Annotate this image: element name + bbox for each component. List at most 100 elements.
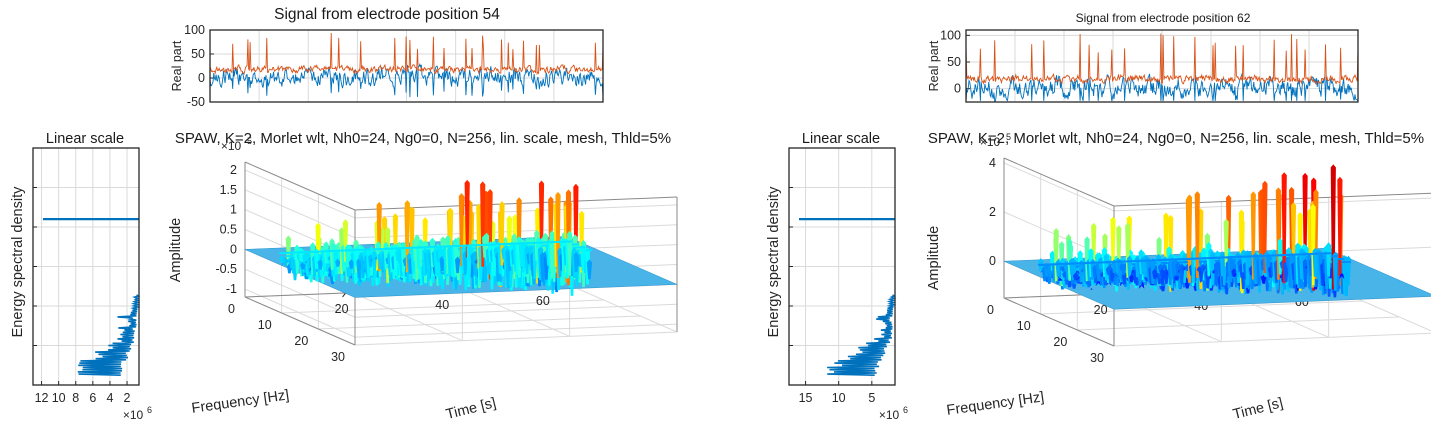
surface-peak	[1113, 274, 1119, 278]
surface-ztick-label: 0.5	[220, 223, 237, 237]
surface-z-exponent: ×10	[980, 135, 1001, 149]
surface-ytick-label: 30	[331, 350, 345, 364]
surface-zlabel: Amplitude	[926, 226, 942, 290]
surface-ytick-label: 10	[1017, 319, 1031, 333]
surface-ytick-label: 0	[987, 303, 994, 317]
spectrum-xtick-label: 8	[72, 391, 79, 405]
surface-axis-edge	[1113, 192, 1431, 207]
surface-peak	[317, 259, 323, 270]
surface-ytick-label: 30	[1090, 351, 1104, 365]
spectrum-ylabel: Energy spectral density	[766, 186, 782, 337]
surface-peak	[313, 248, 320, 270]
surface-axis-edge	[1003, 157, 1115, 207]
signal-real-series	[965, 33, 1359, 86]
signal-plot: 100 50 0 -50	[184, 23, 604, 109]
surface-peak	[1261, 274, 1267, 284]
spectrum-xtick-label: 2	[124, 391, 131, 405]
surface-peak	[1186, 194, 1193, 283]
surface-ytick-label: 20	[294, 334, 308, 348]
surface-ytick-label: 0	[228, 302, 235, 316]
surface-z-exponent-power: 5	[247, 136, 252, 146]
surface-ztick-label: 0	[989, 254, 996, 268]
spectrum-xtick-label: 4	[106, 391, 113, 405]
spectrum-title: Linear scale	[46, 131, 124, 147]
signal-title: Signal from electrode position 54	[274, 6, 500, 23]
surface-peak	[586, 259, 592, 280]
right-figure-panel: Signal from electrode position 62 100 50 0…	[716, 0, 1431, 432]
surface-axis-edge	[354, 196, 678, 211]
surface-floor-grid	[566, 283, 678, 333]
surface-floor-grid	[281, 299, 604, 314]
surface-xtick-label: 60	[536, 294, 550, 308]
surface-peak	[1161, 263, 1167, 270]
surface-ztick-label: 2	[989, 205, 996, 219]
surface-z-exponent: ×10	[221, 139, 242, 153]
signal-ylabel: Real part	[170, 40, 184, 91]
signal-ytick-label: 100	[184, 23, 205, 37]
surface-peak	[290, 255, 296, 274]
surface-peak	[455, 256, 461, 274]
surface-ztick-label: 1.5	[220, 183, 237, 197]
surface-peak	[298, 247, 304, 262]
surface-floor-grid	[1077, 316, 1400, 331]
surface-peak	[356, 257, 362, 278]
surface-axis-edge	[244, 296, 356, 346]
surface-peak	[1200, 263, 1206, 271]
left-figure-svg: Signal from electrode position 54 100500…	[10, 6, 678, 423]
surface-peak	[1262, 180, 1268, 273]
surface-floor-grid	[1040, 300, 1363, 315]
surface-peak	[1326, 242, 1332, 277]
surface-peak	[1345, 255, 1351, 286]
signal-ytick-label: 0	[198, 71, 205, 85]
surface-peak	[580, 244, 586, 271]
surface-peak	[279, 255, 285, 263]
surface-xtick-label: 40	[435, 298, 449, 312]
surface-peak	[348, 259, 354, 269]
spectrum-series	[77, 294, 141, 376]
surface-axis-edge	[244, 161, 356, 211]
spectrum-x-exponent-power: 6	[903, 405, 908, 415]
surface-title: SPAW, K=2, Morlet wlt, Nh0=24, Ng0=0, N=…	[175, 130, 671, 147]
surface-peak	[1210, 251, 1216, 286]
signal-imag-series	[965, 72, 1359, 102]
surface-peak	[285, 260, 291, 263]
surface-ztick-label: 0	[230, 242, 237, 256]
surface-floor-grid	[352, 292, 463, 342]
surface-z-grid	[1003, 162, 1431, 212]
surface-xtick-label: 20	[1094, 303, 1108, 317]
surface-ridge-row	[1038, 172, 1332, 289]
signal-imag-series	[209, 62, 604, 98]
surface-ztick-label: -0.5	[215, 262, 237, 276]
spectrum-xtick-label: 6	[89, 391, 96, 405]
signal-ytick-label: 50	[947, 55, 961, 69]
signal-real-series	[209, 32, 604, 76]
surface-peak	[1194, 191, 1200, 278]
surface-peak	[1152, 268, 1158, 279]
surface-floor-grid	[1113, 332, 1431, 347]
spectrum-xtick-label: 10	[832, 391, 846, 405]
surface-ylabel: Frequency [Hz]	[946, 389, 1046, 419]
spectrum-ylabel: Energy spectral density	[10, 186, 26, 337]
surface-peak	[368, 254, 374, 268]
left-figure-panel: Signal from electrode position 54 100 50 0…	[0, 0, 715, 432]
surface-peak	[1332, 251, 1338, 291]
signal-axes-box	[209, 29, 604, 103]
right-figure-svg: Signal from electrode position 62 100500…	[766, 11, 1431, 423]
surface-peak	[371, 251, 378, 271]
surface-peak	[1074, 270, 1081, 276]
surface-xlabel: Time [s]	[444, 395, 497, 423]
surface-peak	[1072, 272, 1079, 281]
signal-ytick-label: -50	[187, 95, 205, 109]
surface-ridge-row	[279, 179, 573, 285]
surface-floor-grid	[354, 331, 678, 346]
surface-peak	[1339, 273, 1345, 280]
spectrum-plot: 12 10 8 6 4 2×10 6	[32, 147, 152, 422]
spectrum-axes-box	[32, 147, 140, 386]
spectrum-xtick-label: 5	[868, 391, 875, 405]
surface-peak	[418, 238, 424, 267]
surface-plot: 2 1.5 1 0.5 0 -0.5 -1 ×10 5 20 40 60 30 20 10 0	[215, 136, 678, 364]
surface-xtick	[342, 292, 347, 298]
signal-plot: 100 50 0	[940, 28, 1359, 103]
surface-floor-grid	[459, 287, 570, 337]
surface-peak	[439, 255, 445, 272]
